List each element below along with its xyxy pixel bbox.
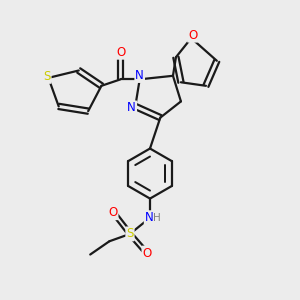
Text: O: O — [142, 247, 152, 260]
Text: S: S — [126, 227, 134, 240]
Text: O: O — [116, 46, 125, 59]
Text: N: N — [145, 211, 154, 224]
Text: N: N — [128, 101, 136, 114]
Text: N: N — [135, 69, 144, 82]
Text: H: H — [154, 213, 161, 223]
Text: S: S — [43, 70, 51, 83]
Text: O: O — [108, 206, 118, 219]
Text: O: O — [188, 29, 197, 42]
